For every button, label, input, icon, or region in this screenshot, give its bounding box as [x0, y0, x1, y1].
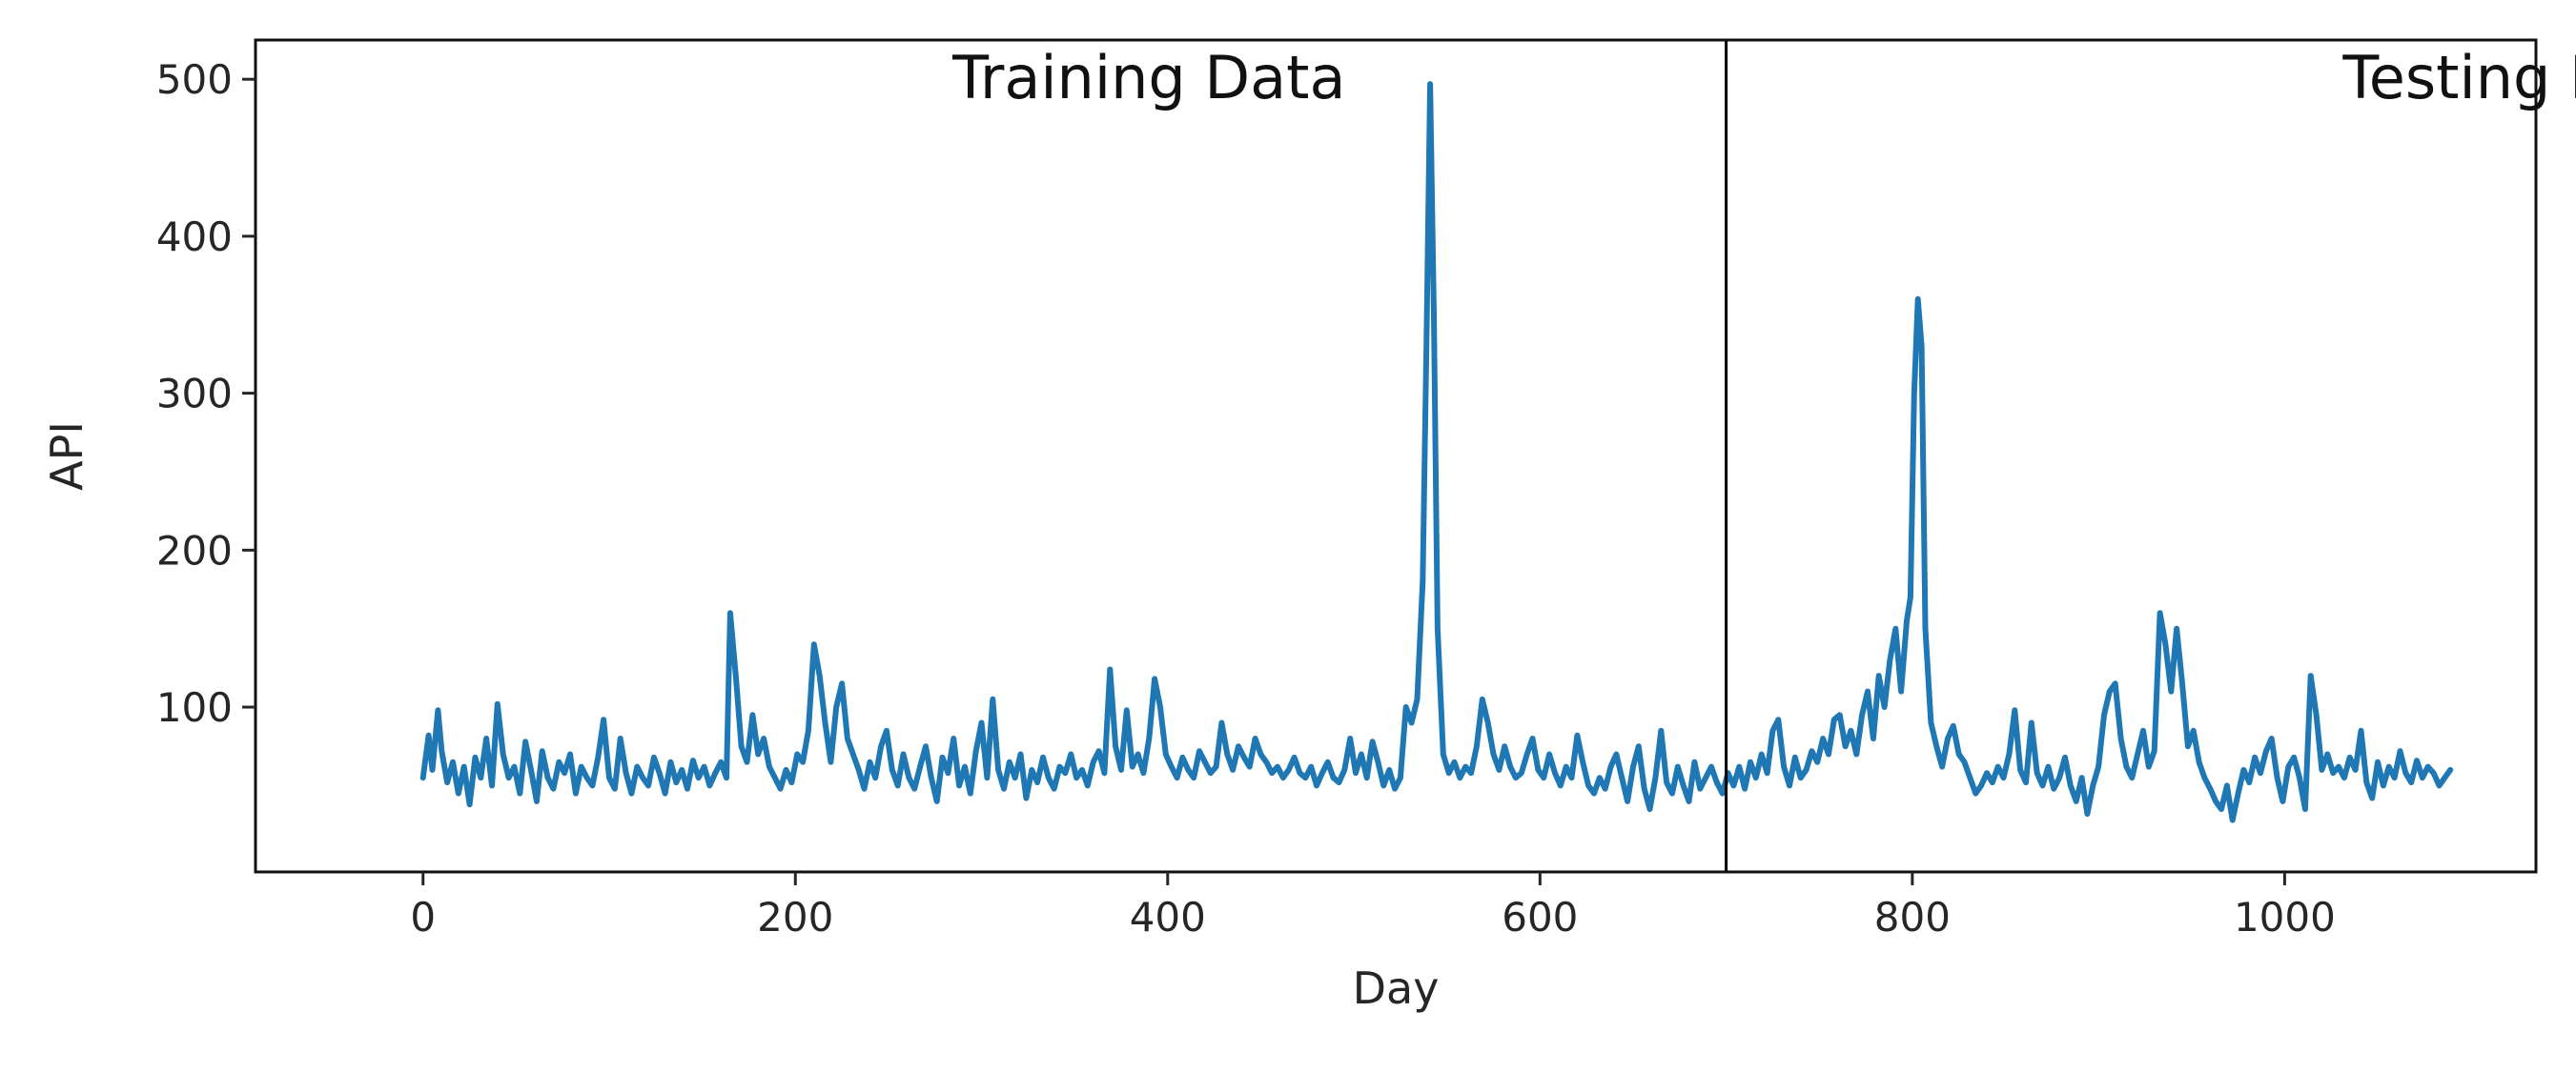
series-line-1 [419, 81, 2454, 823]
x-tick-label: 800 [1874, 894, 1951, 941]
plot-marks [419, 81, 2454, 823]
x-tick-label: 200 [757, 894, 833, 941]
y-tick-label: 100 [156, 684, 233, 731]
x-tick-label: 400 [1130, 894, 1206, 941]
x-axis-label: Day [1353, 962, 1440, 1014]
annotation-label: Testing Data [2341, 43, 2576, 112]
y-tick-label: 400 [156, 213, 233, 260]
y-axis-label: API [41, 421, 92, 491]
x-axis-ticks: 0 200 400 600 800 1000 [410, 872, 2336, 941]
annotations: Training Data Testing Data [951, 43, 2576, 112]
x-tick-label: 1000 [2234, 894, 2336, 941]
plot-frame [254, 38, 2538, 874]
annotation-label: Training Data [951, 43, 1345, 112]
y-tick-label: 500 [156, 56, 233, 103]
y-axis-ticks: 100 200 300 400 500 [156, 56, 256, 731]
y-tick-label: 200 [156, 527, 233, 574]
x-tick-label: 600 [1502, 894, 1578, 941]
y-tick-label: 300 [156, 371, 233, 417]
x-tick-label: 0 [410, 894, 436, 941]
